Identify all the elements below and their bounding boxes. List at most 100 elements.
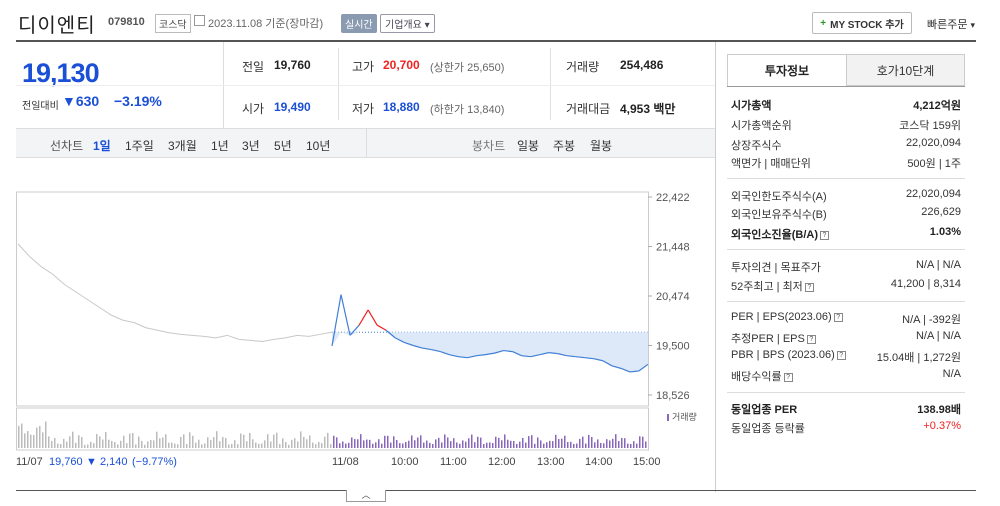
volume-bar: [213, 437, 215, 448]
collapse-button[interactable]: ︿: [346, 490, 386, 502]
volume-bar: [438, 437, 440, 448]
volume-bar: [402, 443, 404, 448]
period-3m[interactable]: 3개월: [168, 139, 197, 153]
today-line-segment: [413, 344, 423, 349]
volume-bar: [294, 438, 296, 448]
x-tick-label: 13:00: [537, 456, 565, 468]
today-line-segment: [557, 353, 567, 357]
volume-bar: [210, 439, 212, 448]
volume-bar: [582, 436, 584, 448]
invest-row-value: +0.37%: [923, 420, 961, 432]
period-3y[interactable]: 3년: [242, 139, 260, 153]
volume-bar: [90, 441, 92, 448]
volume-bar: [93, 443, 95, 448]
volume-bar: [273, 434, 275, 448]
volume-bar: [276, 432, 278, 448]
invest-row-value: 22,020,094: [905, 188, 961, 200]
volume-frame: [16, 407, 649, 451]
invest-row-label-wrap: 액면가 | 매매단위: [731, 155, 811, 171]
volume-bar: [495, 436, 497, 448]
candle-monthly[interactable]: 월봉: [590, 139, 613, 153]
volume-bar: [444, 434, 446, 448]
y-tick-label: 21,448: [656, 242, 690, 254]
volume-bar: [267, 434, 269, 448]
volume-bar: [393, 436, 395, 448]
volume-bar: [108, 439, 110, 448]
today-line-segment: [512, 351, 522, 357]
volume-bar: [453, 438, 455, 448]
corp-overview-dropdown[interactable]: 기업개요 ▾: [380, 14, 435, 33]
volume-bar: [162, 437, 164, 448]
x-tick-label: 11/08: [332, 456, 359, 468]
volume-bar: [360, 434, 362, 448]
volume-bar: [315, 444, 317, 448]
volume-bar: [324, 436, 326, 448]
invest-row-label: 액면가 | 매매단위: [731, 158, 811, 170]
volume-bar: [180, 436, 182, 448]
help-icon[interactable]: ?: [836, 350, 846, 360]
plus-icon: +: [820, 17, 827, 29]
price-chart[interactable]: 22,422 21,448 20,474 19,500 18,526 거래량 11/07 11…: [16, 158, 715, 473]
volume-bar: [612, 438, 614, 448]
volume-bar: [330, 444, 332, 448]
volume-bar: [312, 442, 314, 448]
today-line-segment: [521, 355, 531, 358]
invest-row-label: 외국인소진율(B/A): [731, 229, 818, 241]
invest-row: 52주최고 | 최저? 41,200 | 8,314: [731, 278, 961, 294]
volume-bar: [141, 440, 143, 448]
volume-bar: [483, 443, 485, 448]
period-1y[interactable]: 1년: [211, 139, 229, 153]
volume-bar: [498, 437, 500, 448]
volume-bar: [372, 443, 374, 448]
volume-bar: [420, 435, 422, 448]
period-bar: [16, 128, 715, 158]
invest-row-label-wrap: 52주최고 | 최저?: [731, 278, 814, 294]
invest-panel: [715, 42, 975, 492]
period-5y[interactable]: 5년: [274, 139, 292, 153]
help-icon[interactable]: ?: [820, 230, 829, 240]
x-tick-label: 11:00: [440, 456, 467, 468]
invest-row: 동일업종 PER 138.98배: [731, 401, 961, 417]
period-10y[interactable]: 10년: [306, 139, 331, 153]
volume-bar: [264, 440, 266, 448]
help-icon[interactable]: ?: [806, 334, 816, 344]
corp-overview-label: 기업개요: [385, 20, 422, 31]
volume-bar: [39, 425, 41, 448]
amount-value: 4,953 백만: [620, 102, 676, 116]
prev-diff-label: 전일대비: [22, 101, 59, 112]
volume-bar: [522, 437, 524, 448]
volume-bar: [216, 431, 218, 448]
tab-orderbook[interactable]: 호가10단계: [846, 54, 965, 86]
quick-order-button[interactable]: 빠른주문 ▾: [927, 16, 975, 32]
help-icon[interactable]: ?: [783, 372, 793, 382]
volume-bar: [147, 441, 149, 448]
volume-bar: [183, 434, 185, 448]
invest-row-label-wrap: 추정PER | EPS?: [731, 330, 816, 346]
volume-bar: [129, 433, 131, 448]
market-badge: 코스닥: [155, 14, 191, 33]
divider: [550, 48, 551, 120]
invest-row-label-wrap: 동일업종 PER: [731, 401, 797, 417]
invest-row: 시가총액 4,212억원: [731, 97, 961, 113]
candle-weekly[interactable]: 주봉: [553, 139, 576, 153]
invest-row: 액면가 | 매매단위 500원 | 1주: [731, 155, 961, 171]
period-1w[interactable]: 1주일: [125, 139, 154, 153]
volume-bar: [165, 434, 167, 448]
volume-bar: [96, 433, 98, 448]
today-line-segment: [494, 350, 504, 354]
volume-bar: [33, 434, 35, 448]
candle-daily[interactable]: 일봉: [517, 139, 540, 153]
divider: [727, 249, 965, 250]
calendar-icon: [194, 15, 205, 26]
invest-row-value: 4,212억원: [913, 100, 961, 112]
tab-invest-info[interactable]: 투자정보: [727, 54, 847, 86]
volume-bar: [633, 441, 635, 448]
help-icon[interactable]: ?: [804, 282, 814, 292]
volume-bar: [642, 436, 644, 448]
mystock-add-button[interactable]: + MY STOCK 추가: [812, 12, 912, 34]
stock-name: 디이엔티: [18, 15, 96, 37]
help-icon[interactable]: ?: [833, 312, 843, 322]
period-1d[interactable]: 1일: [93, 139, 111, 153]
volume-bar: [318, 441, 320, 448]
realtime-button[interactable]: 실시간: [341, 14, 377, 33]
